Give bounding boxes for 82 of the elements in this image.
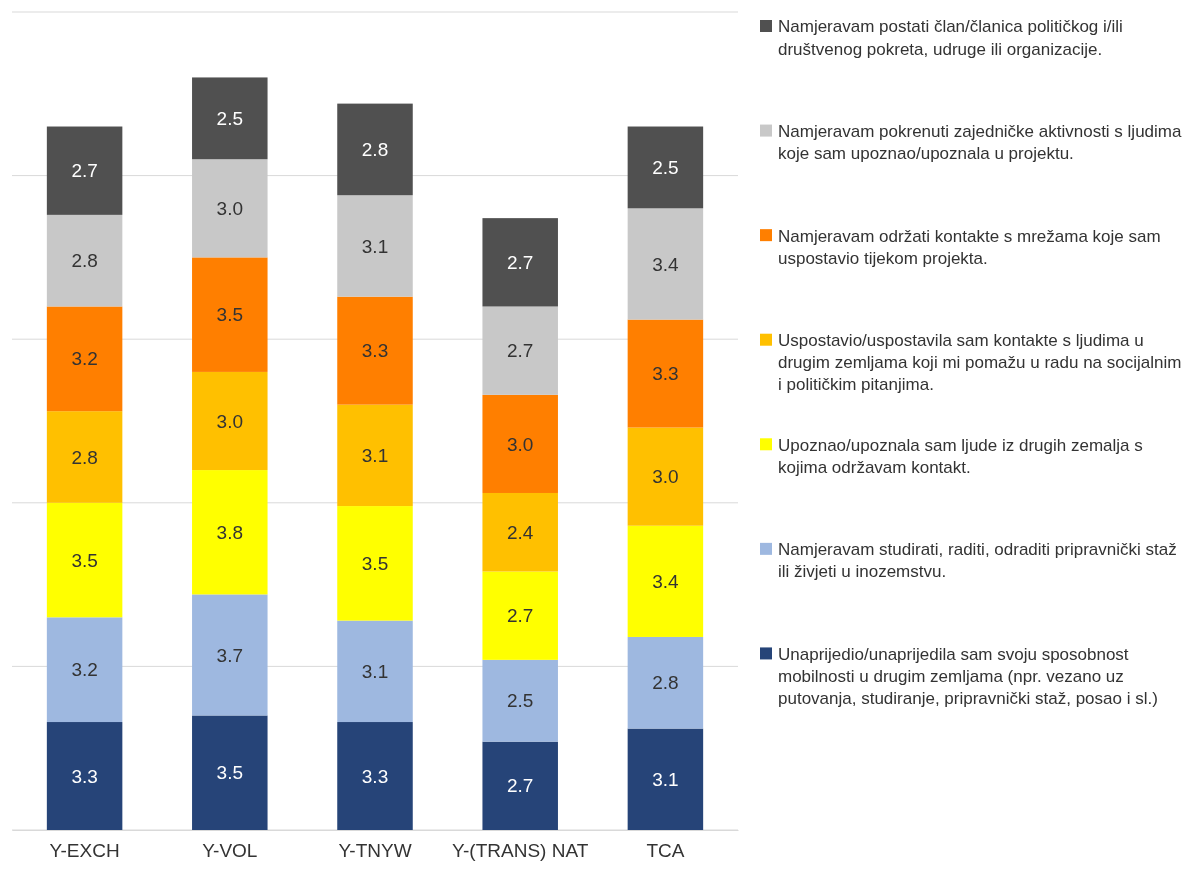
bar [627,636,704,729]
bar [627,208,704,320]
bar [337,195,413,297]
bar [46,411,123,503]
x-tick-label: Y-VOL [202,840,258,862]
data-label: 3.0 [216,197,244,219]
data-label: 2.7 [506,251,534,273]
data-label: 3.3 [361,765,389,787]
bar [46,722,123,830]
data-label: 3.5 [216,304,244,326]
bar [627,427,704,526]
bar [192,159,268,258]
bar [192,77,268,160]
bar [482,571,558,660]
data-label: 3.3 [652,363,679,385]
bar [192,715,268,830]
data-label: 2.7 [506,605,534,627]
data-label: 3.4 [652,570,680,592]
legend-label: Namjeravam pokrenuti zajedničke aktivnosti s ljudima koje sam upoznao/upoznala u projektu. [778,122,1182,164]
bar [337,506,413,621]
data-label: 2.8 [71,446,98,468]
bar [192,257,268,372]
data-label: 3.3 [361,340,389,362]
data-label: 2.5 [506,690,534,712]
data-label: 3.0 [506,433,534,455]
legend-label: Namjeravam postati član/članica političkog i/ili društvenog pokreta, udruge ili organizacije. [778,17,1123,59]
bar [482,741,558,830]
bar [482,492,558,572]
data-label: 3.2 [71,659,98,681]
data-label: 2.5 [216,107,244,129]
legend-label: Unaprijedio/unaprijedila sam svoju sposobnost mobilnosti u drugim zemljama (npr. vezano uz putovanja, studiranje, pripravnički staž, posao i sl.) [778,644,1158,709]
bar [46,617,123,723]
data-label: 3.2 [71,348,98,370]
bar [482,659,558,742]
data-label: 3.1 [652,768,679,790]
x-tick-label: Y-TNYW [338,840,412,862]
x-tick-label: TCA [646,840,685,862]
data-label: 3.7 [216,644,244,666]
bar [46,306,123,412]
data-label: 3.0 [652,466,679,488]
bar [46,502,123,618]
data-label: 3.8 [216,521,244,543]
legend-label: Namjeravam održati kontakte s mrežama koje sam uspostavio tijekom projekta. [778,226,1161,268]
data-label: 3.4 [652,253,680,275]
bar [482,218,558,307]
data-label: 2.4 [506,521,534,543]
bar [482,306,558,395]
bar [627,525,704,637]
data-label: 3.1 [361,445,389,467]
data-label: 2.5 [652,157,679,179]
bar [337,722,413,830]
legend-label: Namjeravam studirati, raditi, odraditi pripravnički staž ili živjeti u inozemstvu. [778,540,1177,582]
bar [337,296,413,405]
bar [192,594,268,716]
x-tick-label: Y-EXCH [49,840,120,862]
bar [46,126,123,215]
bar [482,394,558,493]
legend-label: Uspostavio/uspostavila sam kontakte s ljudima u drugim zemljama koji mi pomažu u radu na socijalnim i političkim pitanjima. [778,331,1182,395]
data-label: 2.7 [506,775,534,797]
data-label: 2.8 [71,250,98,272]
data-label: 3.1 [361,660,389,682]
bar [337,103,413,196]
data-label: 2.7 [71,160,98,182]
data-label: 3.5 [361,552,389,574]
data-label: 2.8 [652,672,679,694]
bar [627,319,704,428]
legend-label: Upoznao/upoznala sam ljude iz drugih zemalja s kojima održavam kontakt. [778,435,1143,477]
bar [192,371,268,471]
bar [46,214,123,307]
data-label: 3.0 [216,410,244,432]
data-label: 3.5 [216,762,244,784]
data-label: 2.8 [361,139,389,161]
data-label: 3.3 [71,765,98,787]
data-label: 3.5 [71,549,98,571]
bar [627,126,704,209]
data-label: 2.7 [506,340,534,362]
bar [337,404,413,507]
x-tick-label: Y-(TRANS) NAT [452,840,589,862]
data-label: 3.1 [361,235,389,257]
bar [337,620,413,723]
bar [192,470,268,595]
bar [627,728,704,830]
